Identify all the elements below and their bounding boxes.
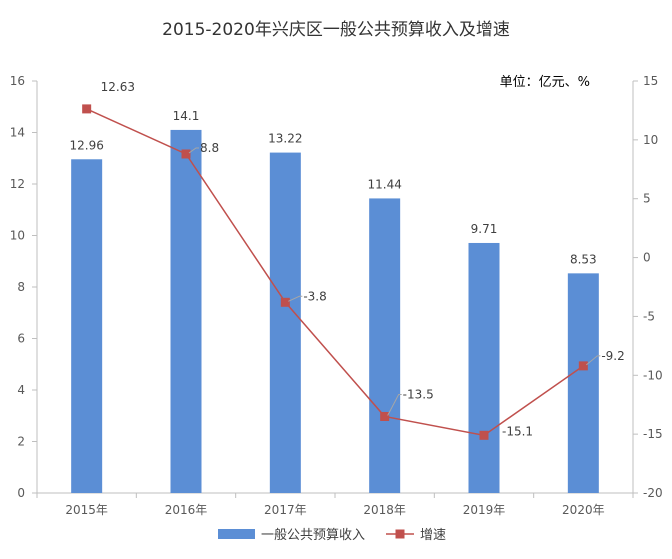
bar	[170, 129, 202, 494]
leader-line	[288, 295, 303, 302]
bar	[71, 159, 103, 493]
chart-title: 2015-2020年兴庆区一般公共预算收入及增速	[162, 20, 510, 40]
y-right-tick-label: -5	[643, 309, 655, 323]
bar-value-label: 14.1	[173, 109, 200, 123]
y-right-tick-label: -15	[643, 427, 663, 441]
growth-marker	[479, 430, 489, 440]
y-left-tick-label: 12	[10, 177, 25, 191]
line-series	[82, 104, 588, 440]
legend-line-marker	[395, 529, 405, 539]
growth-marker	[380, 411, 390, 421]
bar-series	[71, 129, 599, 494]
bar	[567, 273, 599, 493]
y-left-tick-label: 14	[10, 126, 25, 140]
x-tick-label: 2016年	[165, 503, 208, 517]
bar	[269, 152, 301, 493]
growth-marker	[280, 297, 290, 307]
bar	[468, 242, 500, 493]
bar-value-label: 8.53	[570, 252, 597, 266]
legend-bar-swatch	[218, 529, 255, 539]
y-right-tick-label: 15	[643, 74, 658, 88]
y-left-tick-label: 16	[10, 74, 25, 88]
growth-marker	[82, 104, 92, 114]
x-tick-label: 2018年	[363, 503, 406, 517]
bar-value-label: 12.96	[69, 138, 103, 152]
y-right-tick-label: 0	[643, 251, 651, 265]
y-left-tick-label: 6	[17, 332, 25, 346]
y-left-tick-label: 8	[17, 280, 25, 294]
leader-line	[387, 393, 402, 416]
bar-value-label: 11.44	[367, 177, 401, 191]
legend-bar-label: 一般公共预算收入	[261, 527, 365, 543]
y-right-tick-label: -20	[643, 486, 663, 500]
leader-line	[188, 147, 199, 154]
leader-line	[586, 355, 601, 366]
legend: 一般公共预算收入 增速	[218, 527, 446, 543]
y-left-tick-label: 2	[17, 435, 25, 449]
x-tick-label: 2015年	[65, 503, 108, 517]
line-value-label: -15.1	[502, 424, 533, 438]
x-tick-label: 2019年	[463, 503, 506, 517]
axes: 0 2 4 6 8 10 12 14 16 -20 -15 -10 -5 0 5 10 15 2015年 2016年…	[10, 74, 663, 517]
line-value-label: 12.63	[101, 80, 135, 94]
line-value-label: -3.8	[303, 289, 326, 303]
line-value-label: -9.2	[601, 349, 624, 363]
y-right-tick-label: 5	[643, 192, 651, 206]
line-value-label: -13.5	[403, 387, 434, 401]
bar-value-label: 13.22	[268, 132, 302, 146]
y-right-tick-label: 10	[643, 133, 658, 147]
x-tick-label: 2017年	[264, 503, 307, 517]
growth-marker	[578, 361, 588, 371]
bar-value-label: 9.71	[471, 222, 498, 236]
y-left-tick-label: 10	[10, 229, 25, 243]
growth-line	[86, 108, 584, 437]
unit-label: 单位：亿元、%	[500, 75, 590, 90]
y-right-tick-label: -10	[643, 368, 663, 382]
bar	[369, 198, 401, 494]
y-left-tick-label: 0	[17, 486, 25, 500]
y-left-tick-label: 4	[17, 383, 25, 397]
x-tick-label: 2020年	[562, 503, 605, 517]
legend-line-label: 增速	[420, 528, 446, 543]
data-labels: 12.96 14.1 13.22 11.44 9.71 8.53 12.63 8.8 -3.8 -…	[69, 80, 624, 438]
line-value-label: 8.8	[200, 141, 219, 155]
growth-marker	[181, 149, 191, 159]
